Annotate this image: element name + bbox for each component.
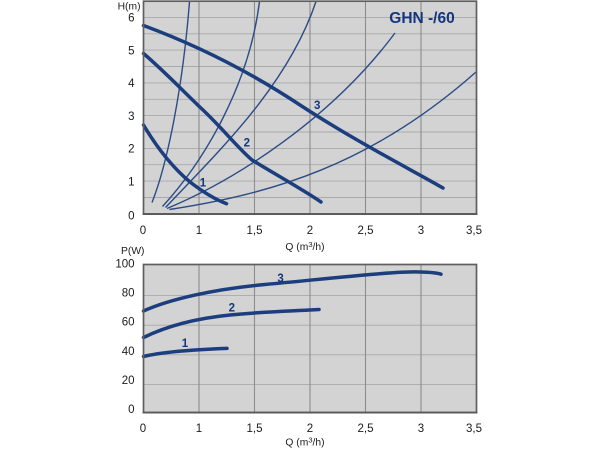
svg-text:3,5: 3,5 <box>466 225 482 237</box>
svg-text:60: 60 <box>122 317 135 329</box>
svg-text:1: 1 <box>128 176 134 188</box>
svg-text:GHN -/60: GHN -/60 <box>389 10 454 27</box>
svg-text:2: 2 <box>229 303 235 315</box>
svg-text:1,5: 1,5 <box>247 225 263 237</box>
svg-text:3: 3 <box>277 273 283 285</box>
svg-text:80: 80 <box>122 288 135 300</box>
svg-text:0: 0 <box>140 225 146 237</box>
svg-text:20: 20 <box>122 375 135 387</box>
svg-text:2: 2 <box>244 138 250 150</box>
svg-text:40: 40 <box>122 346 135 358</box>
svg-text:4: 4 <box>128 78 135 90</box>
svg-text:0: 0 <box>128 210 134 222</box>
svg-text:1,5: 1,5 <box>247 423 263 435</box>
svg-text:3: 3 <box>418 423 424 435</box>
svg-text:1: 1 <box>182 338 189 350</box>
svg-text:3,5: 3,5 <box>466 423 482 435</box>
svg-text:2: 2 <box>307 423 313 435</box>
svg-text:2: 2 <box>307 225 313 237</box>
svg-text:1: 1 <box>196 225 202 237</box>
svg-text:2,5: 2,5 <box>358 423 374 435</box>
svg-text:3: 3 <box>128 111 134 123</box>
svg-text:1: 1 <box>200 177 207 189</box>
svg-text:Q (m3/h): Q (m3/h) <box>285 435 324 448</box>
svg-text:1: 1 <box>196 423 202 435</box>
svg-text:0: 0 <box>128 404 134 416</box>
svg-text:3: 3 <box>314 100 320 112</box>
svg-text:P(W): P(W) <box>121 246 144 257</box>
svg-text:3: 3 <box>418 225 424 237</box>
svg-text:0: 0 <box>140 423 146 435</box>
svg-text:2: 2 <box>128 144 134 156</box>
svg-text:5: 5 <box>128 45 134 57</box>
svg-text:100: 100 <box>115 258 134 270</box>
svg-text:H(m): H(m) <box>118 1 141 12</box>
svg-text:6: 6 <box>128 13 134 25</box>
svg-text:2,5: 2,5 <box>358 225 374 237</box>
svg-text:Q (m3/h): Q (m3/h) <box>285 240 324 253</box>
